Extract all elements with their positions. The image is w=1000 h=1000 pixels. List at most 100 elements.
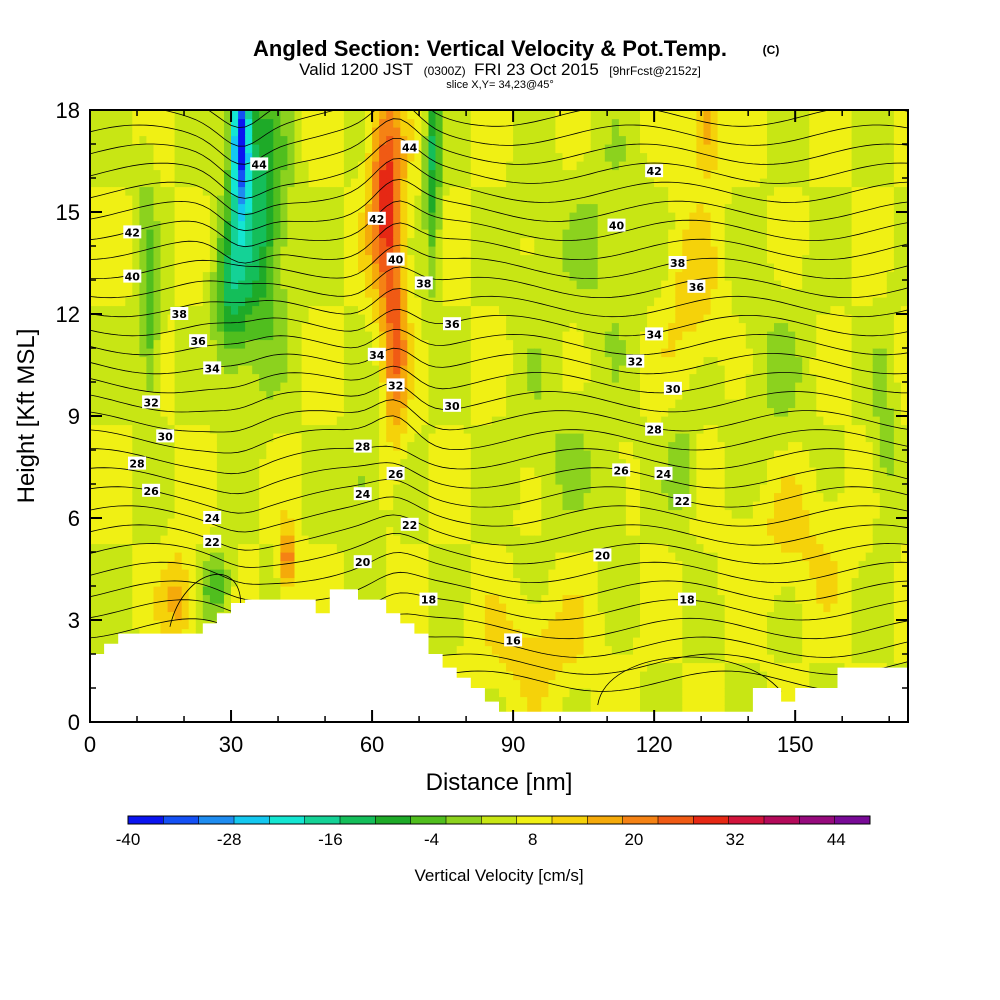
velocity-cell [358,382,366,392]
velocity-cell [527,314,535,324]
velocity-cell [224,390,232,400]
velocity-cell [534,696,542,706]
velocity-cell [372,195,380,205]
velocity-cell [407,433,415,443]
velocity-cell [541,237,549,247]
velocity-cell [202,458,211,468]
velocity-cell [118,594,126,604]
velocity-cell [379,305,387,315]
velocity-cell [534,373,542,383]
velocity-cell [174,382,183,392]
velocity-cell [118,110,126,120]
velocity-cell [534,118,542,128]
velocity-cell [97,577,105,587]
velocity-cell [294,450,303,460]
velocity-cell [259,135,267,145]
velocity-cell [146,237,155,247]
velocity-cell [224,229,232,239]
velocity-cell [407,526,415,536]
velocity-cell [181,424,190,434]
velocity-cell [562,467,571,477]
velocity-cell [301,186,310,196]
velocity-cell [146,586,155,596]
velocity-cell [308,535,317,545]
velocity-cell [477,135,486,145]
velocity-cell [195,305,204,315]
velocity-cell [407,458,415,468]
velocity-cell [562,263,571,273]
velocity-cell [104,271,112,281]
velocity-cell [400,161,408,171]
velocity-cell [245,450,253,460]
velocity-cell [132,365,140,375]
velocity-cell [534,161,542,171]
velocity-cell [308,509,317,519]
velocity-cell [555,178,564,188]
velocity-cell [90,450,98,460]
velocity-cell [463,441,472,451]
velocity-cell [470,552,479,562]
velocity-cell [386,229,394,239]
velocity-cell [202,195,211,205]
velocity-cell [407,169,415,179]
velocity-cell [393,220,401,230]
velocity-cell [428,110,437,120]
velocity-cell [153,110,162,120]
velocity-cell [111,161,119,171]
velocity-cell [386,433,394,443]
velocity-cell [484,135,493,145]
velocity-cell [372,492,380,502]
velocity-cell [343,178,352,188]
velocity-cell [174,110,183,120]
velocity-cell [534,475,542,485]
velocity-cell [139,339,148,349]
velocity-cell [541,679,549,689]
velocity-cell [329,484,338,494]
velocity-cell [118,356,126,366]
velocity-cell [541,186,549,196]
velocity-cell [350,356,359,366]
velocity-cell [491,203,500,213]
velocity-cell [329,382,338,392]
velocity-cell [195,373,204,383]
velocity-cell [569,382,578,392]
velocity-cell [202,569,211,579]
velocity-cell [174,212,183,222]
velocity-cell [315,407,324,417]
velocity-cell [216,339,225,349]
velocity-cell [224,212,232,222]
velocity-cell [280,203,289,213]
velocity-cell [435,382,444,392]
velocity-cell [181,118,190,128]
velocity-cell [562,433,571,443]
velocity-cell [209,110,218,120]
velocity-cell [259,356,267,366]
velocity-cell [188,373,197,383]
velocity-cell [393,373,401,383]
velocity-cell [224,271,232,281]
velocity-cell [350,152,359,162]
velocity-cell [435,603,444,613]
velocity-cell [365,263,373,273]
velocity-cell [379,594,387,604]
velocity-cell [308,229,317,239]
velocity-cell [245,178,253,188]
velocity-cell [435,501,444,511]
velocity-cell [442,144,451,154]
velocity-cell [463,577,472,587]
velocity-cell [146,263,155,273]
velocity-cell [280,390,289,400]
velocity-cell [273,186,281,196]
velocity-cell [428,526,437,536]
velocity-cell [238,441,246,451]
velocity-cell [506,671,514,681]
velocity-cell [294,475,303,485]
velocity-cell [322,552,331,562]
velocity-cell [414,501,423,511]
velocity-cell [400,195,408,205]
velocity-cell [470,450,479,460]
velocity-cell [548,492,557,502]
velocity-cell [569,203,578,213]
velocity-cell [181,169,190,179]
velocity-cell [484,611,493,621]
